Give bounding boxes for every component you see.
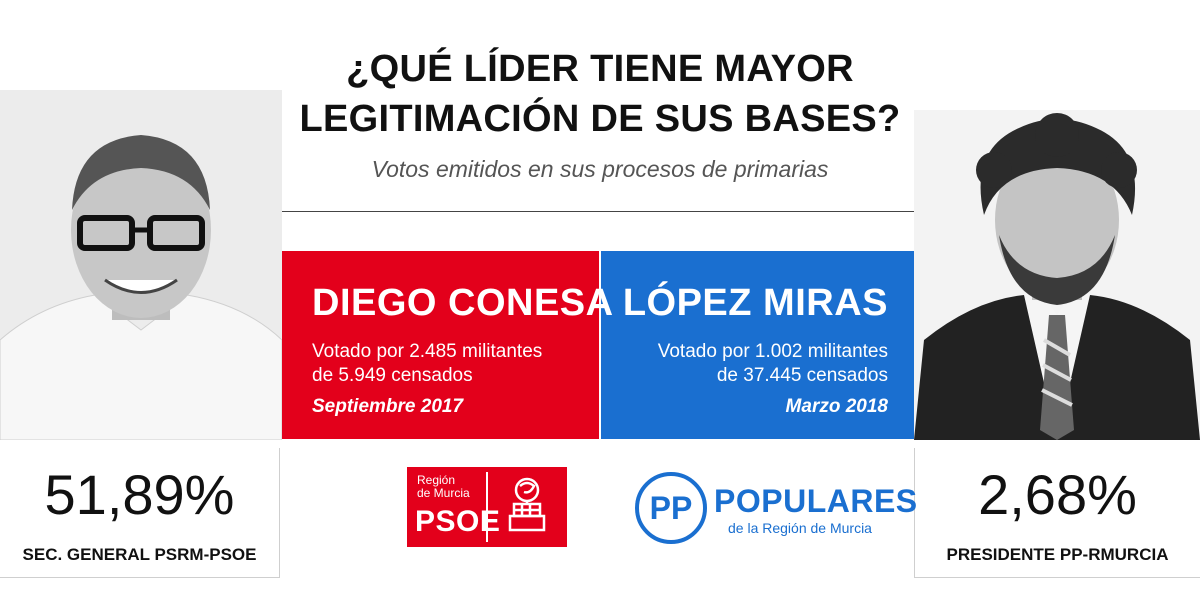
- right-candidate-name: LÓPEZ MIRAS: [622, 282, 888, 324]
- divider-line: [282, 211, 914, 212]
- rose-fist-icon: [508, 477, 546, 532]
- right-percent: 2,68%: [978, 463, 1137, 526]
- portrait-photo-icon: [914, 110, 1200, 440]
- psoe-label: PSOE: [415, 505, 501, 538]
- title-line-2: LEGITIMACIÓN DE SUS BASES?: [299, 98, 901, 140]
- diego-conesa-photo: [0, 90, 282, 440]
- lopez-miras-photo: [914, 110, 1200, 440]
- left-role: SEC. GENERAL PSRM-PSOE: [22, 545, 257, 564]
- right-census-line: de 37.445 censados: [716, 365, 888, 386]
- psoe-region-label: Región de Murcia: [417, 474, 470, 500]
- right-percent-box: 2,68% PRESIDENTE PP-RMURCIA: [914, 448, 1200, 578]
- title-line-1: ¿QUÉ LÍDER TIENE MAYOR: [346, 48, 854, 90]
- right-date: Marzo 2018: [785, 396, 888, 417]
- psoe-region-line-1: Región: [417, 473, 456, 487]
- right-votes-line: Votado por 1.002 militantes: [657, 341, 888, 362]
- left-votes-line: Votado por 2.485 militantes: [312, 341, 543, 362]
- pp-circle-letters: PP: [650, 490, 693, 526]
- left-date: Septiembre 2017: [312, 396, 464, 417]
- pp-sub-label: de la Región de Murcia: [728, 520, 872, 536]
- psoe-region-line-2: de Murcia: [417, 486, 470, 500]
- subtitle: Votos emitidos en sus procesos de primar…: [371, 156, 829, 182]
- left-candidate-name: DIEGO CONESA: [312, 282, 614, 324]
- page-title: ¿QUÉ LÍDER TIENE MAYOR LEGITIMACIÓN DE S…: [260, 44, 940, 144]
- left-percent: 51,89%: [44, 463, 235, 526]
- pp-circle-logo-icon: PP: [635, 472, 707, 544]
- left-percent-box: 51,89% SEC. GENERAL PSRM-PSOE: [0, 448, 280, 578]
- psoe-logo-divider: [486, 472, 488, 542]
- portrait-photo-icon: [0, 90, 282, 440]
- left-census-line: de 5.949 censados: [312, 365, 473, 386]
- pp-label: POPULARES: [714, 483, 918, 519]
- right-role: PRESIDENTE PP-RMURCIA: [946, 545, 1169, 564]
